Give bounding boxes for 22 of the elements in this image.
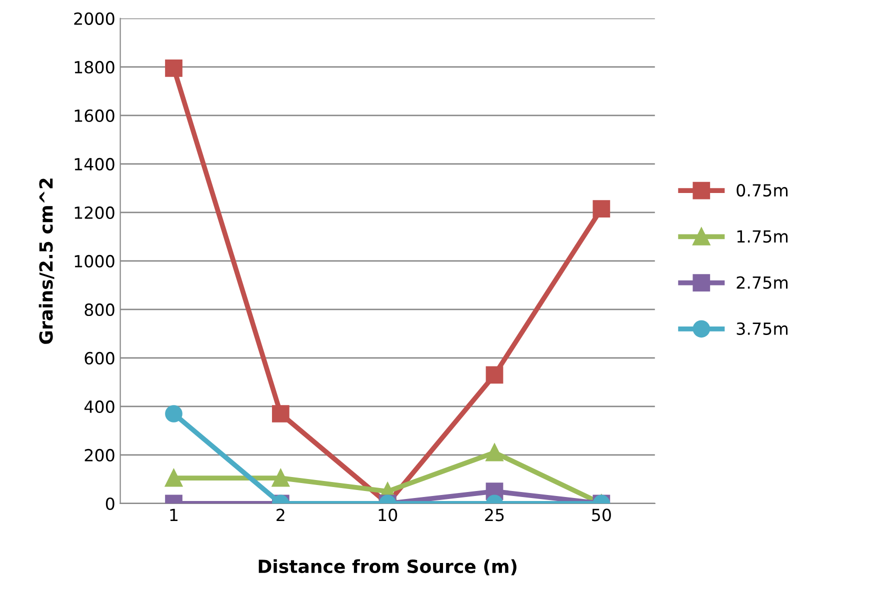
x-tick-label: 1 [170, 508, 178, 522]
y-tick-label: 200 [84, 448, 114, 462]
y-axis-title: Grains/2.5 cm^2 [38, 178, 54, 344]
y-tick-label: 600 [84, 352, 114, 365]
x-tick-label: 50 [592, 508, 611, 522]
legend-label: 0.75m [736, 184, 788, 197]
y-tick-label: 0 [106, 497, 114, 510]
legend-label: 2.75m [736, 276, 788, 289]
legend-label: 1.75m [737, 230, 788, 243]
x-tick-label: 25 [485, 508, 504, 522]
y-tick-label: 400 [84, 400, 114, 414]
legend-label: 3.75m [736, 322, 788, 335]
y-tick-label: 1200 [74, 206, 114, 220]
y-tick-label: 800 [84, 303, 114, 316]
y-tick-label: 1000 [74, 254, 114, 268]
y-tick-label: 1400 [74, 158, 114, 171]
y-tick-label: 2000 [74, 12, 114, 25]
x-axis-title: Distance from Source (m) [258, 559, 516, 576]
x-tick-label: 10 [378, 508, 398, 522]
x-tick-label: 2 [276, 508, 284, 522]
y-tick-label: 1800 [74, 60, 114, 74]
y-tick-label: 1600 [74, 109, 114, 122]
